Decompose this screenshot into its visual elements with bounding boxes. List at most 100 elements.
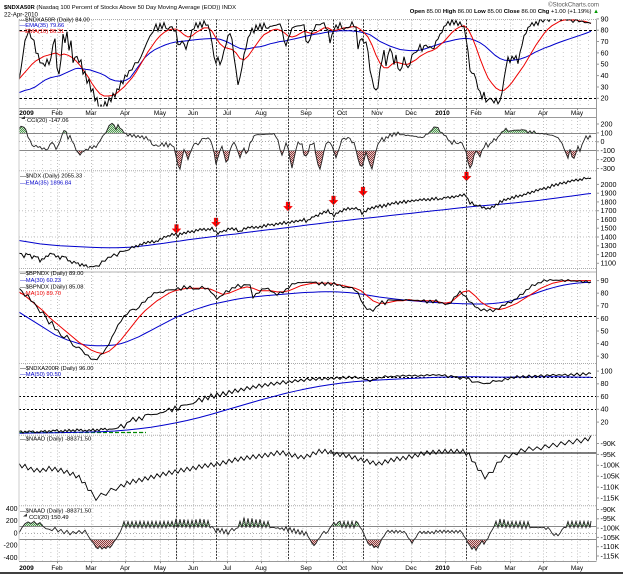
svg-text:Apr: Apr <box>120 565 131 572</box>
svg-text:Mar: Mar <box>504 565 516 572</box>
svg-text:2010: 2010 <box>435 565 450 572</box>
svg-text:—$BPNDX (Daily) 85.08: —$BPNDX (Daily) 85.08 <box>20 284 83 290</box>
svg-text:-90K: -90K <box>601 439 616 448</box>
svg-text:Mar: Mar <box>85 565 97 572</box>
svg-text:May: May <box>154 110 167 117</box>
svg-text:2009: 2009 <box>19 110 34 117</box>
svg-text:-90K: -90K <box>601 505 616 514</box>
svg-text:200: 200 <box>601 119 613 128</box>
svg-text:-300: -300 <box>601 164 615 173</box>
svg-text:90: 90 <box>601 276 609 285</box>
svg-text:-95K: -95K <box>601 450 616 459</box>
svg-text:Feb: Feb <box>470 110 482 117</box>
svg-text:70: 70 <box>601 37 609 46</box>
svg-text:Jul: Jul <box>223 110 232 117</box>
svg-text:-100K: -100K <box>601 461 620 470</box>
svg-text:-105K: -105K <box>601 472 620 481</box>
svg-text:-110K: -110K <box>601 542 620 551</box>
svg-text:May: May <box>154 565 167 572</box>
svg-text:Feb: Feb <box>51 565 63 572</box>
svg-text:—$NDXA200R (Daily) 96.00: —$NDXA200R (Daily) 96.00 <box>20 366 93 372</box>
svg-text:40: 40 <box>601 71 609 80</box>
svg-text:—MA(10) 89.70: —MA(10) 89.70 <box>20 291 61 297</box>
svg-text:Oct: Oct <box>337 565 347 572</box>
svg-text:—$NAAD (Daily) -88371.50: —$NAAD (Daily) -88371.50 <box>20 509 91 515</box>
svg-text:$NDXA50R (Nasdaq 100 Percent o: $NDXA50R (Nasdaq 100 Percent of Stocks A… <box>4 5 236 11</box>
svg-text:Aug: Aug <box>255 110 267 117</box>
svg-text:2000: 2000 <box>601 180 617 189</box>
svg-text:Mar: Mar <box>504 110 516 117</box>
svg-text:—$NDX (Daily) 2055.33: —$NDX (Daily) 2055.33 <box>20 174 82 180</box>
svg-text:1400: 1400 <box>601 232 617 241</box>
svg-text:1700: 1700 <box>601 206 617 215</box>
svg-text:20: 20 <box>601 417 609 426</box>
svg-text:40: 40 <box>601 339 609 348</box>
svg-text:-400: -400 <box>3 555 17 562</box>
svg-text:2009: 2009 <box>19 565 34 572</box>
svg-text:Jul: Jul <box>223 565 232 572</box>
svg-text:Apr: Apr <box>538 565 549 572</box>
svg-text:60: 60 <box>601 314 609 323</box>
svg-text:Feb: Feb <box>470 565 482 572</box>
svg-text:-100K: -100K <box>601 524 620 533</box>
svg-text:100: 100 <box>601 128 613 137</box>
svg-text:-105K: -105K <box>601 533 620 542</box>
svg-text:1100: 1100 <box>601 259 616 268</box>
svg-text:1600: 1600 <box>601 215 617 224</box>
svg-text:Jun: Jun <box>188 110 199 117</box>
svg-text:90: 90 <box>601 14 609 23</box>
svg-text:—EMA(35) 1896.84: —EMA(35) 1896.84 <box>20 180 72 186</box>
svg-text:CCI(20) -147.06: CCI(20) -147.06 <box>27 118 69 124</box>
svg-text:0: 0 <box>14 530 18 537</box>
svg-text:22-Apr-2010: 22-Apr-2010 <box>4 12 38 19</box>
svg-text:Nov: Nov <box>371 110 383 117</box>
svg-text:-110K: -110K <box>601 483 620 492</box>
svg-text:Feb: Feb <box>51 110 63 117</box>
svg-text:-95K: -95K <box>601 514 616 523</box>
svg-text:©StockCharts.com: ©StockCharts.com <box>548 2 599 9</box>
svg-text:2010: 2010 <box>435 110 450 117</box>
svg-text:Sep: Sep <box>300 110 312 117</box>
svg-text:60: 60 <box>601 48 609 57</box>
svg-text:Apr: Apr <box>538 110 549 117</box>
svg-text:Sep: Sep <box>300 565 312 572</box>
svg-text:—$BPNDX (Daily) 89.00: —$BPNDX (Daily) 89.00 <box>20 271 83 277</box>
svg-text:Jun: Jun <box>188 565 199 572</box>
svg-text:50: 50 <box>601 326 609 335</box>
svg-text:70: 70 <box>601 301 609 310</box>
svg-text:30: 30 <box>601 82 609 91</box>
svg-text:30: 30 <box>601 352 609 361</box>
svg-text:1900: 1900 <box>601 189 617 198</box>
svg-text:Dec: Dec <box>405 110 417 117</box>
svg-text:1200: 1200 <box>601 250 617 259</box>
svg-text:Dec: Dec <box>405 565 417 572</box>
svg-text:Open 85.00 High 86.00 Low 85.0: Open 85.00 High 86.00 Low 85.00 Close 86… <box>410 9 599 15</box>
svg-text:Aug: Aug <box>255 565 267 572</box>
svg-text:0: 0 <box>601 137 605 146</box>
svg-text:100: 100 <box>601 367 613 376</box>
svg-text:Nov: Nov <box>371 565 383 572</box>
svg-text:60: 60 <box>601 392 609 401</box>
svg-text:May: May <box>571 110 584 117</box>
svg-text:—EMA(35) 79.66: —EMA(35) 79.66 <box>20 23 65 29</box>
svg-text:50: 50 <box>601 60 609 69</box>
svg-text:80: 80 <box>601 26 609 35</box>
svg-text:400: 400 <box>6 506 18 513</box>
svg-text:—EMA(10) 86.31: —EMA(10) 86.31 <box>20 29 65 35</box>
svg-text:Mar: Mar <box>85 110 97 117</box>
svg-text:80: 80 <box>601 289 609 298</box>
svg-text:1500: 1500 <box>601 224 617 233</box>
svg-text:—MA(50) 90.50: —MA(50) 90.50 <box>20 372 61 378</box>
svg-text:Oct: Oct <box>337 110 347 117</box>
svg-text:-115K: -115K <box>601 551 620 560</box>
svg-text:—$NAAD (Daily) -88371.50: —$NAAD (Daily) -88371.50 <box>20 437 91 443</box>
svg-text:-200: -200 <box>601 155 615 164</box>
svg-text:-115K: -115K <box>601 493 620 502</box>
svg-text:40: 40 <box>601 405 609 414</box>
svg-text:—$NDXA50R (Daily) 84.00: —$NDXA50R (Daily) 84.00 <box>20 17 90 23</box>
svg-text:-100: -100 <box>601 146 615 155</box>
svg-text:CCI(20) 150.49: CCI(20) 150.49 <box>29 515 69 521</box>
svg-text:80: 80 <box>601 379 609 388</box>
svg-text:—MA(30) 60.23: —MA(30) 60.23 <box>20 278 61 284</box>
svg-text:20: 20 <box>601 94 609 103</box>
